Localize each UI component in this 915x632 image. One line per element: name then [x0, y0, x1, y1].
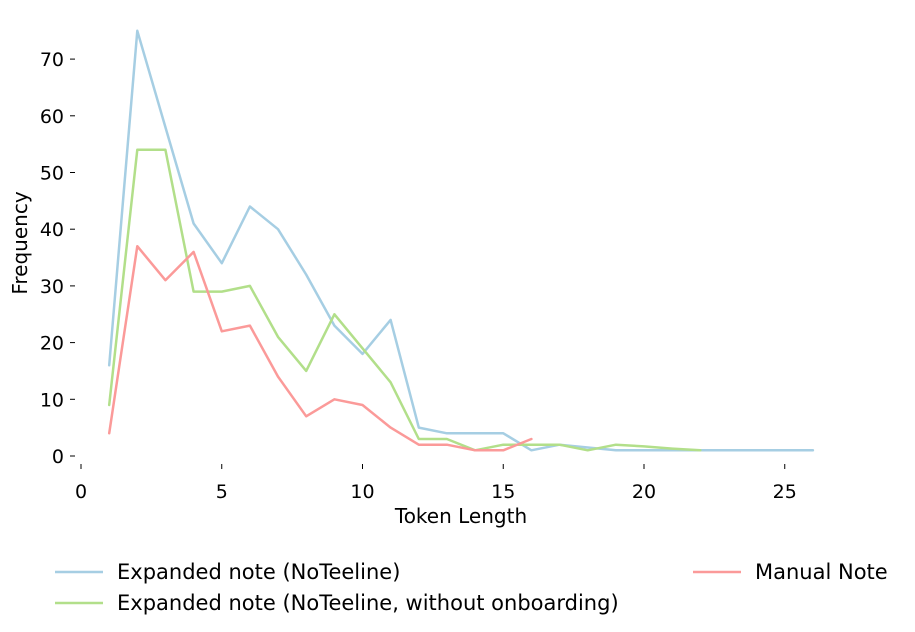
- axes: 0 10 20 30 40 50 60 70 0 5 10 15 20 25: [40, 49, 797, 503]
- x-tick-label: 15: [491, 481, 515, 503]
- legend-label: Manual Note: [755, 560, 888, 584]
- series-line-3: [107, 244, 533, 452]
- legend-label: Expanded note (NoTeeline): [117, 560, 400, 584]
- y-tick-label: 20: [40, 333, 64, 355]
- x-axis-title: Token Length: [394, 504, 527, 528]
- y-tick-label: 30: [40, 276, 64, 298]
- x-tick-label: 0: [75, 481, 87, 503]
- x-tick-label: 20: [632, 481, 656, 503]
- y-tick-label: 50: [40, 163, 64, 185]
- y-axis-title: Frequency: [8, 191, 32, 294]
- y-tick-label: 70: [40, 49, 64, 71]
- y-tick-label: 10: [40, 389, 64, 411]
- series-line-1: [107, 29, 815, 452]
- y-tick-label: 60: [40, 106, 64, 128]
- y-tick-label: 40: [40, 219, 64, 241]
- x-tick-label: 10: [350, 481, 374, 503]
- x-tick-label: 25: [773, 481, 797, 503]
- series-line-2: [107, 148, 702, 452]
- legend-label: Expanded note (NoTeeline, without onboar…: [117, 591, 619, 615]
- series-lines: [107, 29, 815, 452]
- legend: Expanded note (NoTeeline) Expanded note (…: [55, 560, 888, 615]
- y-tick-label: 0: [52, 446, 64, 468]
- x-tick-label: 5: [216, 481, 228, 503]
